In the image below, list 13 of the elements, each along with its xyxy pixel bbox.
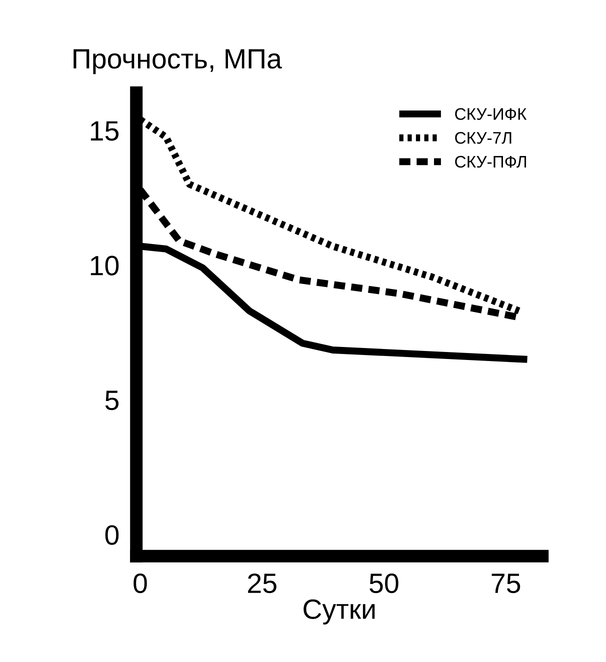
- y-tick-label: 15: [90, 121, 119, 141]
- x-tick-label: 75: [492, 574, 520, 594]
- x-tick-label: 25: [248, 573, 276, 594]
- y-tick-label: 10: [90, 256, 119, 276]
- y-axis-title: Прочность, МПа: [74, 49, 282, 74]
- x-tick-label: 50: [370, 573, 398, 594]
- x-axis-title: Сутки: [304, 599, 375, 625]
- legend-label: СКУ-7Л: [455, 132, 512, 144]
- y-tick-label: 5: [105, 390, 119, 410]
- legend-label: СКУ-ИФК: [455, 108, 527, 120]
- y-tick-label: 0: [105, 525, 119, 545]
- x-tick-label: 0: [134, 573, 147, 594]
- legend-label: СКУ-ПФЛ: [455, 156, 526, 168]
